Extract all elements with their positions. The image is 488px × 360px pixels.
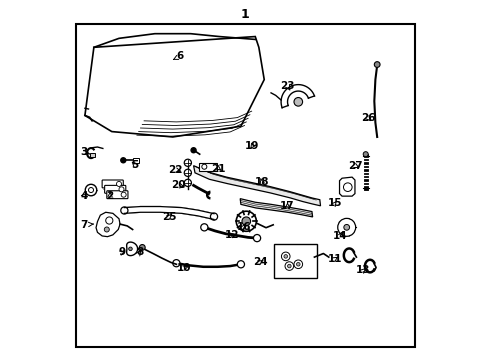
Circle shape (172, 260, 180, 267)
Text: 23: 23 (280, 81, 294, 91)
Text: 5: 5 (131, 160, 139, 170)
Circle shape (343, 225, 349, 230)
Circle shape (242, 217, 250, 226)
Circle shape (119, 187, 124, 192)
Circle shape (363, 152, 367, 157)
Text: 13: 13 (356, 265, 370, 275)
Circle shape (285, 262, 293, 270)
Text: 8: 8 (136, 247, 143, 257)
Text: 25: 25 (162, 212, 176, 221)
Circle shape (284, 255, 287, 258)
Text: 10: 10 (177, 263, 191, 273)
Text: 1: 1 (240, 8, 248, 21)
FancyBboxPatch shape (199, 163, 216, 171)
Circle shape (253, 234, 260, 242)
Circle shape (210, 213, 217, 220)
Text: 21: 21 (211, 163, 225, 174)
Circle shape (343, 183, 351, 192)
Circle shape (281, 252, 289, 261)
Text: 22: 22 (168, 165, 183, 175)
Polygon shape (85, 37, 264, 137)
Circle shape (293, 260, 302, 269)
FancyBboxPatch shape (106, 191, 128, 199)
Text: 19: 19 (244, 141, 259, 151)
Circle shape (184, 169, 191, 176)
Circle shape (373, 62, 379, 67)
Circle shape (139, 244, 145, 250)
Text: 2: 2 (106, 191, 113, 201)
Text: 15: 15 (327, 198, 342, 208)
Text: 12: 12 (224, 230, 239, 239)
Polygon shape (124, 207, 214, 220)
Circle shape (104, 227, 109, 232)
Circle shape (237, 261, 244, 268)
Circle shape (287, 264, 290, 268)
Circle shape (121, 158, 125, 163)
Circle shape (184, 159, 191, 166)
Circle shape (121, 207, 128, 214)
Circle shape (105, 217, 113, 224)
Polygon shape (193, 166, 320, 206)
Circle shape (337, 219, 355, 236)
FancyBboxPatch shape (274, 244, 316, 278)
Text: 9: 9 (118, 247, 125, 257)
Text: 14: 14 (333, 231, 347, 240)
Text: 6: 6 (173, 51, 183, 61)
FancyBboxPatch shape (104, 185, 125, 193)
Text: 4: 4 (80, 191, 87, 201)
Text: 16: 16 (236, 222, 250, 232)
Circle shape (184, 179, 191, 186)
Text: 7: 7 (80, 220, 93, 230)
Circle shape (202, 164, 206, 169)
Circle shape (121, 192, 126, 197)
Text: 27: 27 (347, 161, 362, 171)
Circle shape (296, 262, 300, 266)
Text: 20: 20 (171, 180, 185, 190)
Text: 18: 18 (254, 177, 268, 187)
FancyBboxPatch shape (102, 180, 123, 188)
Polygon shape (126, 242, 137, 256)
Text: 17: 17 (280, 201, 294, 211)
Text: 11: 11 (327, 254, 342, 264)
Polygon shape (339, 177, 354, 196)
Polygon shape (281, 85, 314, 108)
Text: 26: 26 (360, 113, 375, 123)
Circle shape (116, 181, 121, 186)
Circle shape (85, 184, 97, 196)
Polygon shape (240, 199, 312, 217)
Circle shape (128, 247, 132, 251)
Text: 3: 3 (80, 147, 90, 157)
Circle shape (236, 211, 256, 231)
FancyBboxPatch shape (132, 158, 139, 163)
Text: 24: 24 (253, 257, 267, 267)
Circle shape (293, 98, 302, 106)
Polygon shape (96, 212, 120, 237)
Circle shape (88, 188, 93, 193)
FancyBboxPatch shape (89, 153, 94, 157)
Circle shape (201, 224, 207, 231)
Circle shape (191, 148, 196, 153)
